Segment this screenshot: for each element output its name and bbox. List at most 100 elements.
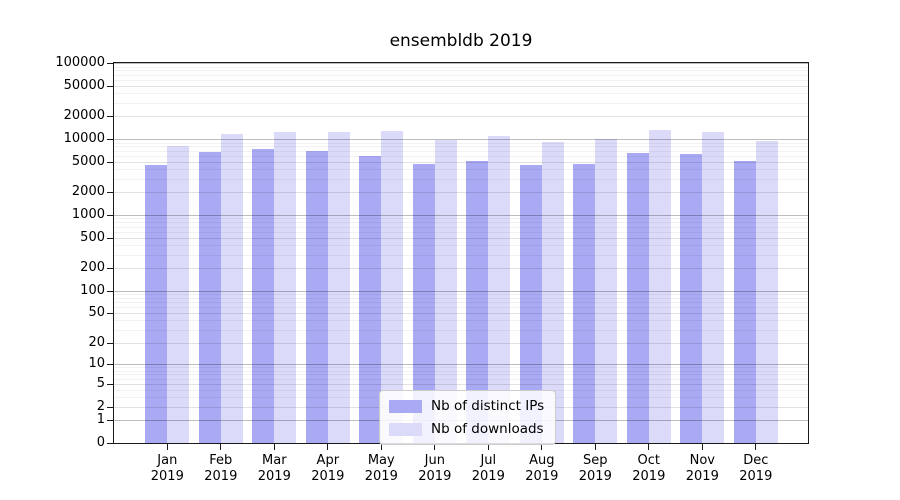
y-tick [107, 313, 113, 315]
gridline [114, 150, 808, 152]
y-tick-label: 5 [96, 375, 105, 391]
plot-area: Nb of distinct IPs Nb of downloads [113, 62, 809, 445]
x-tick [434, 444, 436, 450]
x-tick-label-year: 2019 [739, 469, 773, 484]
gridline [114, 342, 808, 344]
x-tick [166, 444, 168, 450]
y-tick [107, 63, 113, 64]
x-tick-label-year: 2019 [578, 469, 612, 484]
legend-item: Nb of downloads [389, 421, 544, 437]
gridline [114, 139, 808, 140]
bar-ips-nov [680, 153, 703, 443]
x-tick-label-year: 2019 [685, 469, 719, 484]
y-tick [107, 443, 113, 444]
legend-swatch-downloads [389, 422, 422, 436]
legend: Nb of distinct IPs Nb of downloads [379, 390, 557, 445]
y-tick-label: 100 [80, 282, 105, 298]
y-tick-label: 2 [96, 398, 105, 414]
x-tick [327, 444, 329, 450]
y-tick [107, 406, 113, 408]
bar-ips-oct [626, 153, 649, 443]
x-tick-label-month: Nov [689, 453, 715, 468]
gridline [114, 146, 808, 148]
bar-ips-mar [252, 148, 275, 443]
gridline [114, 116, 808, 118]
x-tick-label-year: 2019 [525, 469, 559, 484]
gridline [114, 161, 808, 163]
x-tick-label-year: 2019 [204, 469, 238, 484]
y-tick [107, 85, 113, 87]
gridline [114, 302, 808, 304]
x-tick-label-year: 2019 [150, 469, 184, 484]
gridline [114, 178, 808, 180]
gridline [114, 307, 808, 309]
gridline [114, 290, 808, 292]
x-tick-label-month: Feb [209, 453, 233, 468]
gridline [114, 74, 808, 76]
bar-downloads-mar [274, 132, 297, 443]
x-tick [541, 444, 543, 450]
x-tick-label-year: 2019 [471, 469, 505, 484]
bar-downloads-may [381, 130, 404, 443]
gridline [114, 245, 808, 247]
bar-ips-apr [305, 150, 328, 443]
y-tick-label: 200 [80, 260, 105, 275]
gridline [114, 63, 808, 64]
gridline [114, 294, 808, 296]
y-tick-label: 1 [96, 412, 105, 428]
gridline [114, 313, 808, 315]
gridline [114, 222, 808, 224]
bar-ips-jun [412, 163, 435, 443]
gridline [114, 254, 808, 256]
y-tick-label: 1000 [71, 207, 105, 222]
y-tick-label: 50 [88, 305, 105, 321]
bar-ips-may [359, 155, 382, 443]
bar-downloads-jul [488, 136, 511, 443]
y-tick [107, 139, 113, 140]
gridline [114, 298, 808, 299]
y-tick-label: 2000 [71, 184, 105, 200]
y-tick-label: 500 [80, 229, 105, 245]
y-tick [107, 420, 113, 422]
y-tick-label: 10 [88, 355, 105, 371]
y-tick [107, 116, 113, 118]
bar-ips-sep [573, 163, 596, 443]
gridline [114, 155, 808, 157]
gridline [114, 370, 808, 372]
gridline [114, 378, 808, 380]
gridline [114, 79, 808, 81]
y-tick-label: 20 [88, 334, 105, 350]
x-tick [380, 444, 382, 450]
x-tick-label-month: Jul [480, 453, 497, 468]
x-tick-label-month: Jan [157, 453, 178, 468]
gridline [114, 169, 808, 171]
y-tick-label: 10000 [63, 131, 105, 146]
legend-swatch-distinct-ips [389, 399, 422, 413]
gridline [114, 383, 808, 385]
legend-label: Nb of distinct IPs [431, 398, 545, 414]
x-tick-label-year: 2019 [364, 469, 398, 484]
bar-downloads-feb [220, 134, 243, 443]
x-tick-label-month: May [367, 453, 395, 468]
bars-layer [114, 63, 808, 443]
bar-ips-jul [466, 161, 489, 443]
gridline [114, 93, 808, 95]
grid-layer [114, 63, 808, 443]
x-tick-label-month: Aug [529, 453, 555, 468]
bar-ips-aug [519, 165, 542, 443]
bar-ips-dec [733, 161, 756, 443]
bar-downloads-sep [595, 139, 618, 443]
gridline [114, 85, 808, 87]
y-tick [107, 215, 113, 216]
x-tick-label-year: 2019 [311, 469, 345, 484]
x-tick-label-year: 2019 [418, 469, 452, 484]
y-tick-label: 5000 [71, 153, 105, 169]
gridline [114, 329, 808, 331]
bar-downloads-oct [648, 129, 671, 443]
bar-downloads-jun [434, 140, 457, 443]
y-tick-label: 100000 [55, 55, 105, 70]
x-tick-label-year: 2019 [632, 469, 666, 484]
y-tick [107, 383, 113, 385]
bar-ips-jan [145, 164, 168, 443]
